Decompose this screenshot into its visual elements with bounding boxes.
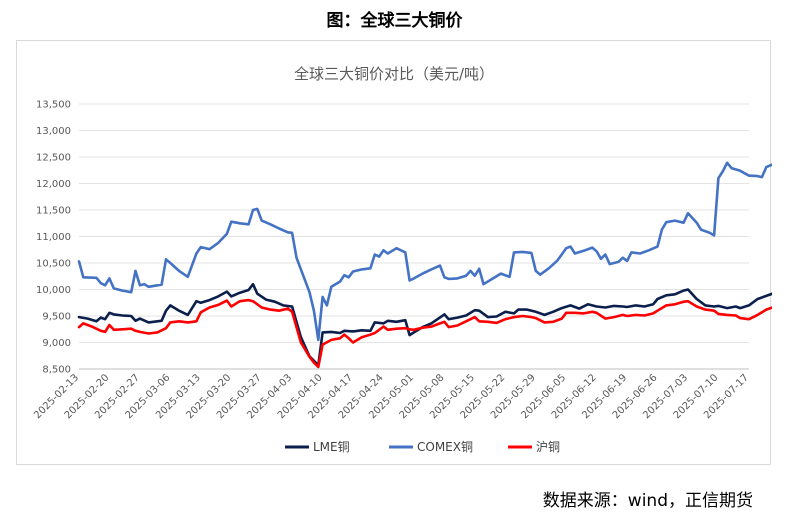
y-tick-label: 9,000 [42, 338, 71, 349]
chart-frame: 全球三大铜价对比（美元/吨） 8,500 9,000 9,500 10,000 10,5… [16, 40, 772, 465]
copper-price-chart: 全球三大铜价对比（美元/吨） 8,500 9,000 9,500 10,000 10,5… [32, 65, 772, 454]
legend-label: COMEX铜 [417, 439, 473, 454]
legend: LME铜 COMEX铜 沪铜 [285, 439, 560, 454]
y-tick-label: 12,000 [36, 179, 71, 190]
series-line-沪铜 [77, 298, 772, 369]
data-source-note: 数据来源：wind，正信期货 [542, 491, 753, 511]
legend-item: LME铜 [285, 439, 350, 454]
legend-item: COMEX铜 [389, 439, 473, 454]
y-tick-label: 13,000 [36, 126, 71, 137]
y-tick-label: 10,000 [36, 285, 71, 296]
y-tick-label: 12,500 [36, 153, 71, 164]
y-tick-label: 11,000 [36, 232, 71, 243]
chart-title: 全球三大铜价对比（美元/吨） [294, 65, 494, 83]
series-line-LME铜 [77, 282, 772, 367]
y-tick-label: 8,500 [42, 365, 71, 376]
series-lines [77, 161, 772, 369]
legend-label: LME铜 [313, 439, 350, 454]
legend-item: 沪铜 [508, 439, 560, 454]
figure-title: 图：全球三大铜价 [326, 11, 463, 31]
grid-lines [79, 103, 749, 343]
series-line-COMEX铜 [77, 161, 772, 342]
y-axis: 8,500 9,000 9,500 10,000 10,500 11,000 11,500 1… [36, 100, 749, 376]
y-tick-label: 11,500 [36, 206, 71, 217]
y-tick-label: 10,500 [36, 259, 71, 270]
y-tick-label: 13,500 [36, 100, 71, 111]
x-axis: 2025-02-132025-02-202025-02-272025-03-06… [32, 372, 751, 421]
legend-label: 沪铜 [536, 439, 560, 454]
y-tick-label: 9,500 [42, 312, 71, 323]
